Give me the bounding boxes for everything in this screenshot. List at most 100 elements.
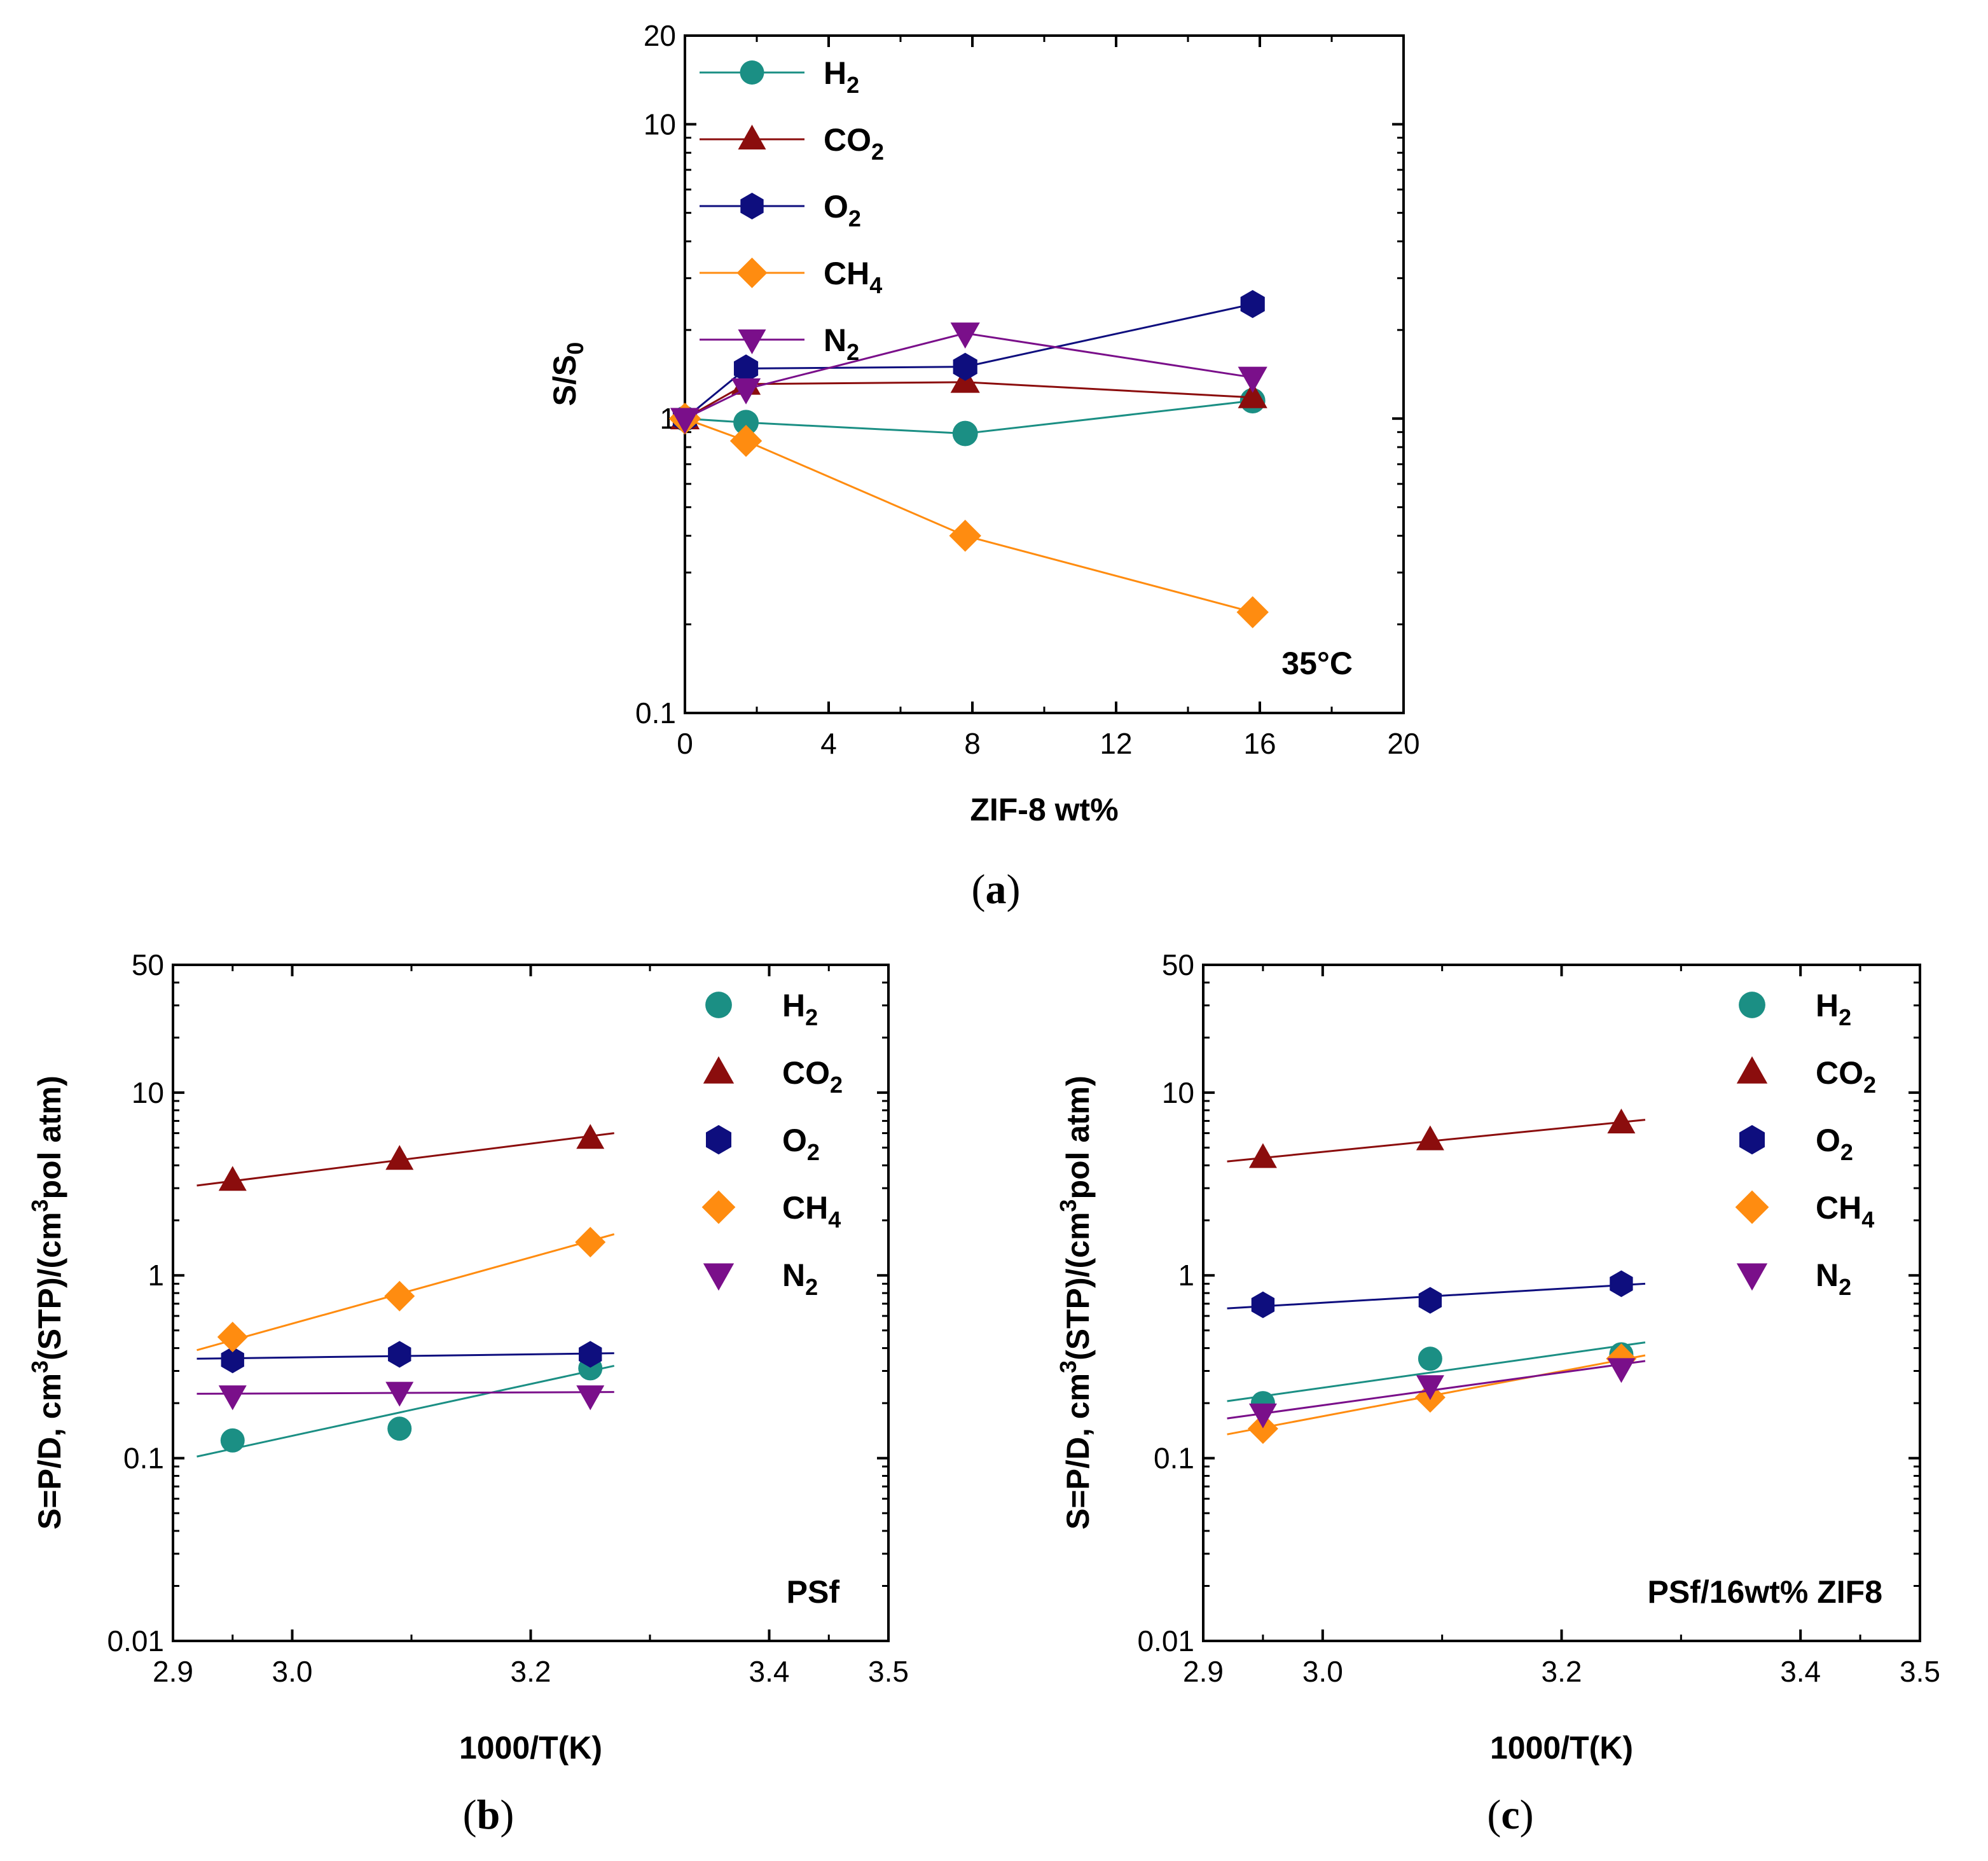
data-point-ch4	[729, 425, 763, 457]
data-point-co2	[1238, 382, 1267, 408]
data-point-ch4	[217, 1322, 248, 1353]
data-point-n2	[731, 378, 761, 405]
fit-line-n2	[1227, 1360, 1646, 1420]
legend-marker-ch4	[736, 258, 768, 288]
data-point-o2	[579, 1341, 602, 1368]
legend-label-co2: CO2	[1816, 1055, 1876, 1098]
panel-annotation: PSf/16wt% ZIF8	[1647, 1574, 1882, 1610]
panel-annotation: 35°C	[1281, 646, 1353, 681]
series-line-ch4	[684, 417, 1253, 613]
y-tick-label: 0.01	[107, 1624, 164, 1657]
y-tick-label: 10	[644, 107, 676, 141]
y-tick-label: 50	[1162, 948, 1194, 981]
legend-entry-ch4: CH4	[700, 256, 882, 298]
legend-label-ch4: CH4	[1816, 1190, 1874, 1233]
data-point-co2	[1416, 1125, 1444, 1151]
series-ch4	[197, 1226, 615, 1353]
legend-label-ch4: CH4	[824, 256, 882, 298]
legend-marker-co2	[738, 125, 766, 149]
legend-marker-n2	[1736, 1263, 1768, 1291]
legend-marker-ch4	[701, 1190, 736, 1224]
legend-entry-o2: O2	[1739, 1123, 1853, 1165]
data-point-o2	[953, 352, 977, 381]
data-point-n2	[1238, 366, 1267, 393]
legend-marker-h2	[1739, 992, 1765, 1018]
data-point-n2	[670, 408, 700, 434]
y-tick-label: 10	[132, 1076, 164, 1109]
data-point-n2	[950, 322, 980, 349]
legend-label-o2: O2	[1816, 1123, 1853, 1165]
panel-caption: (c)	[1487, 1792, 1533, 1838]
legend-label-o2: O2	[782, 1123, 820, 1165]
legend-marker-ch4	[1735, 1190, 1769, 1224]
data-point-h2	[387, 1416, 412, 1441]
y-tick-label: 10	[1162, 1076, 1194, 1109]
data-point-o2	[1610, 1270, 1633, 1297]
legend-entry-h2: H2	[1739, 988, 1851, 1030]
legend-entry-ch4: CH4	[701, 1190, 841, 1233]
legend-entry-co2: CO2	[1736, 1055, 1876, 1098]
data-point-h2	[1418, 1346, 1442, 1371]
legend-label-n2: N2	[824, 322, 859, 365]
series-n2	[1227, 1358, 1646, 1429]
y-tick-label: 50	[132, 948, 164, 981]
data-point-ch4	[949, 520, 981, 552]
y-axis-label: S=P/D, cm3(STP)/(cm3pol atm)	[1055, 1076, 1096, 1530]
series-co2	[1227, 1109, 1646, 1168]
legend-label-h2: H2	[824, 55, 859, 98]
y-axis-label: S/S0	[547, 342, 588, 406]
data-point-n2	[218, 1385, 247, 1411]
legend-label-n2: N2	[1816, 1257, 1851, 1300]
legend-marker-co2	[703, 1056, 735, 1084]
x-tick-label: 3.2	[511, 1655, 551, 1688]
x-tick-label: 3.0	[272, 1655, 313, 1688]
data-point-h2	[733, 410, 759, 436]
x-tick-label: 2.9	[1183, 1655, 1224, 1688]
data-point-co2	[576, 1124, 605, 1149]
legend-entry-h2: H2	[705, 988, 818, 1030]
y-axis-label: S=P/D, cm3(STP)/(cm3pol atm)	[27, 1076, 67, 1530]
legend-entry-co2: CO2	[703, 1055, 843, 1098]
y-tick-label: 20	[644, 19, 676, 52]
series-co2	[197, 1124, 614, 1191]
series-o2	[197, 1341, 614, 1374]
data-point-o2	[388, 1341, 411, 1368]
data-point-o2	[221, 1346, 244, 1374]
series-line-h2	[684, 399, 1253, 435]
data-point-o2	[1240, 289, 1265, 319]
x-tick-label: 0	[677, 727, 693, 760]
panel-annotation: PSf	[787, 1574, 840, 1610]
legend-entry-o2: O2	[700, 189, 861, 232]
legend-entry-co2: CO2	[700, 122, 884, 165]
data-point-o2	[1251, 1291, 1275, 1318]
x-tick-label: 4	[820, 727, 837, 760]
x-tick-label: 3.5	[868, 1655, 909, 1688]
chart-panel-b: 0.01 0.1 1 10 50 2.9 3.0 3.2 3.4 3.5 1000/T(K) S=P/…	[27, 948, 909, 1838]
data-point-co2	[385, 1145, 414, 1170]
x-axis-label: 1000/T(K)	[459, 1730, 602, 1766]
data-point-co2	[1248, 1143, 1277, 1168]
x-axis-label: 1000/T(K)	[1490, 1730, 1633, 1766]
data-point-ch4	[1236, 596, 1269, 628]
x-tick-label: 3.2	[1542, 1655, 1582, 1688]
legend-entry-o2: O2	[705, 1123, 820, 1165]
legend-entry-n2: N2	[703, 1257, 818, 1300]
legend-label-h2: H2	[1816, 988, 1851, 1030]
legend-entry-ch4: CH4	[1735, 1190, 1874, 1233]
series-n2	[670, 322, 1267, 434]
series-line-o2	[684, 303, 1253, 420]
chart-panel-c: 0.01 0.1 1 10 50 2.9 3.0 3.2 3.4 3.5 1000/T(K) S=P/…	[1055, 948, 1940, 1838]
data-point-n2	[385, 1381, 414, 1407]
legend-marker-o2	[740, 193, 764, 219]
series-n2	[197, 1381, 614, 1411]
data-point-co2	[218, 1166, 247, 1191]
x-tick-label: 8	[964, 727, 981, 760]
legend-label-h2: H2	[782, 988, 818, 1030]
series-line-n2	[684, 332, 1253, 420]
data-point-co2	[1607, 1109, 1636, 1134]
legend-entry-n2: N2	[1736, 1257, 1851, 1300]
fit-line-h2	[197, 1364, 615, 1458]
x-tick-label: 16	[1243, 727, 1276, 760]
